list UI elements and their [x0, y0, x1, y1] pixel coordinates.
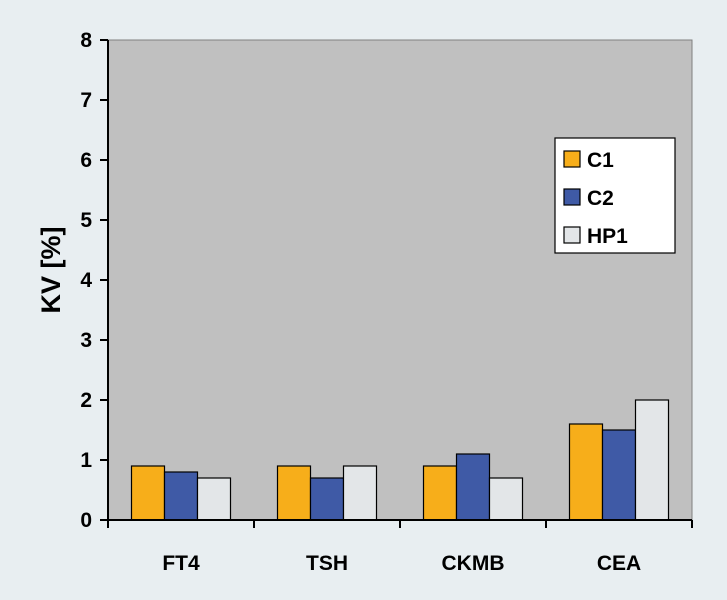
y-axis-title: KV [%]: [36, 227, 66, 314]
bar-c2-tsh: [309, 477, 345, 521]
legend-swatch-c2: [563, 188, 581, 206]
bar-hp1-ckmb: [488, 477, 524, 521]
bar-hp1-tsh: [342, 465, 378, 521]
bar-c1-tsh: [276, 465, 312, 521]
legend-swatch-hp1: [563, 226, 581, 244]
y-axis-ticks: 0 1 2 3 4 5 6 7 8: [80, 29, 108, 532]
y-tick-label: 2: [80, 389, 92, 412]
legend-label-c1: C1: [587, 149, 614, 172]
x-axis-ticks: FT4 TSH CKMB CEA: [107, 520, 693, 575]
bar-c1-ckmb: [422, 465, 458, 521]
legend-swatch-c1: [563, 150, 581, 168]
y-tick-label: 1: [80, 449, 92, 472]
bar-hp1-ft4: [196, 477, 232, 521]
y-tick-label: 5: [80, 209, 92, 232]
bar-c2-ft4: [163, 471, 199, 521]
y-tick-label: 6: [80, 149, 92, 172]
legend-label-c2: C2: [587, 187, 614, 210]
y-tick-label: 3: [80, 329, 92, 352]
bar-c2-ckmb: [455, 453, 491, 521]
legend: C1 C2 HP1: [554, 137, 676, 254]
bars: [130, 399, 670, 521]
category-label-ft4: FT4: [162, 552, 200, 575]
category-label-ckmb: CKMB: [442, 552, 505, 575]
category-label-tsh: TSH: [306, 552, 348, 575]
bar-c1-ft4: [130, 465, 166, 521]
bar-c2-cea: [601, 429, 637, 521]
legend-label-hp1: HP1: [587, 225, 628, 248]
y-tick-label: 0: [80, 509, 92, 532]
y-tick-label: 4: [80, 269, 92, 292]
y-tick-label: 8: [80, 29, 92, 52]
bar-c1-cea: [568, 423, 604, 521]
category-label-cea: CEA: [597, 552, 641, 575]
y-tick-label: 7: [80, 89, 92, 112]
bar-hp1-cea: [634, 399, 670, 521]
